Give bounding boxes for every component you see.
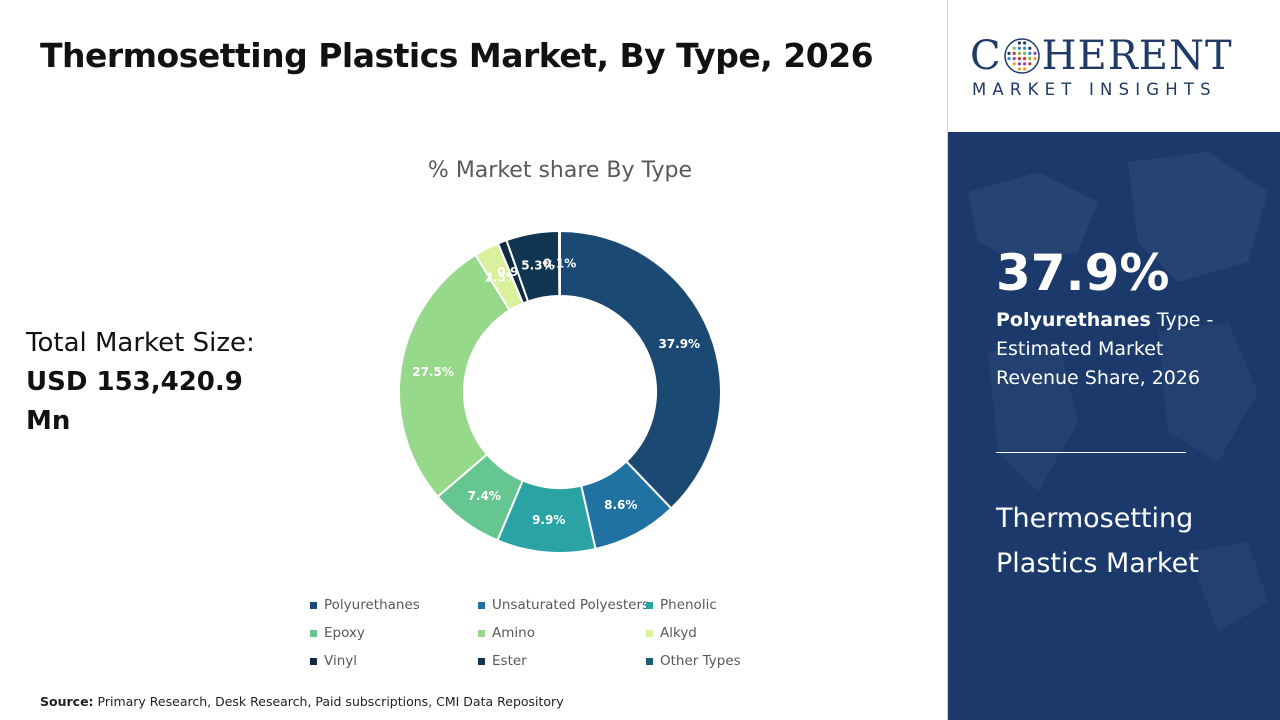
data-label-alkyd: 2.5% (485, 271, 518, 285)
market-size-block: Total Market Size: USD 153,420.9 Mn (26, 324, 286, 441)
legend-swatch (478, 601, 485, 609)
donut-slice-polyurethanes (559, 229, 722, 510)
legend-item-phenolic: Phenolic (646, 596, 806, 614)
legend-label: Epoxy (324, 625, 365, 641)
brand-wordmark: C HERENT (970, 34, 1262, 78)
data-label-other-types: 0.1% (543, 257, 576, 271)
highlight-market-name: Thermosetting Plastics Market (996, 503, 1199, 579)
data-label-unsaturated-polyesters: 8.6% (604, 498, 637, 512)
brand-word-end: HERENT (1041, 33, 1233, 79)
legend-swatch (478, 629, 485, 637)
brand-word-start: C (970, 33, 1002, 79)
legend-label: Polyurethanes (324, 597, 420, 613)
brand-subtitle: MARKET INSIGHTS (972, 80, 1217, 99)
legend-item-ester: Ester (478, 652, 646, 670)
source-text: Primary Research, Desk Research, Paid su… (97, 694, 564, 709)
legend-swatch (478, 657, 485, 665)
legend-swatch (310, 601, 317, 609)
source-label: Source: (40, 694, 94, 709)
highlight-divider (996, 452, 1186, 453)
donut-chart: 37.9%8.6%9.9%7.4%27.5%2.5%0.9%5.3%0.1% (398, 229, 722, 554)
legend-item-other-types: Other Types (646, 652, 806, 670)
chart-title: % Market share By Type (427, 158, 693, 183)
source-note: Source: Primary Research, Desk Research,… (40, 694, 564, 709)
legend-label: Phenolic (660, 597, 717, 613)
market-size-label: Total Market Size: (26, 328, 255, 358)
highlight-panel: 37.9% Polyurethanes Type - Estimated Mar… (948, 132, 1280, 720)
legend-swatch (646, 629, 653, 637)
legend-label: Unsaturated Polyesters (492, 597, 650, 613)
market-size-value: USD 153,420.9 Mn (26, 367, 243, 436)
legend-label: Other Types (660, 653, 741, 669)
brand-logo: C HERENT MARKET INSIGHTS (970, 34, 1262, 99)
page-title: Thermosetting Plastics Market, By Type, … (40, 36, 874, 75)
data-label-epoxy: 7.4% (468, 489, 501, 503)
legend-label: Ester (492, 653, 527, 669)
legend-item-vinyl: Vinyl (310, 652, 478, 670)
data-label-polyurethanes: 37.9% (658, 337, 700, 351)
highlight-percent: 37.9% (996, 244, 1170, 302)
legend-label: Vinyl (324, 653, 357, 669)
legend-item-epoxy: Epoxy (310, 624, 478, 642)
chart-legend: Polyurethanes Unsaturated Polyesters Pheno… (310, 596, 810, 670)
globe-dots-icon (1003, 38, 1040, 74)
legend-swatch (310, 629, 317, 637)
legend-label: Amino (492, 625, 535, 641)
legend-swatch (646, 657, 653, 665)
data-label-phenolic: 9.9% (532, 513, 565, 527)
legend-item-polyurethanes: Polyurethanes (310, 596, 478, 614)
highlight-description: Polyurethanes Type - Estimated Market Re… (996, 306, 1246, 393)
legend-item-unsaturated-polyesters: Unsaturated Polyesters (478, 596, 650, 614)
right-panel: C HERENT MARKET INSIGHTS 37.9% Polyureth… (948, 0, 1280, 720)
data-label-amino: 27.5% (412, 365, 454, 379)
legend-item-amino: Amino (478, 624, 646, 642)
donut-slice-amino (398, 253, 512, 499)
highlight-description-text: Type - Estimated Market Revenue Share, 2… (996, 309, 1214, 389)
data-label-ester: 5.3% (521, 258, 554, 272)
world-map-icon (968, 152, 1268, 632)
legend-item-alkyd: Alkyd (646, 624, 806, 642)
legend-label: Alkyd (660, 625, 697, 641)
highlight-segment: Polyurethanes (996, 309, 1151, 331)
legend-swatch (310, 657, 317, 665)
donut-slice-other-types (557, 229, 561, 298)
left-panel: Thermosetting Plastics Market, By Type, … (26, 0, 948, 720)
legend-swatch (646, 601, 653, 609)
